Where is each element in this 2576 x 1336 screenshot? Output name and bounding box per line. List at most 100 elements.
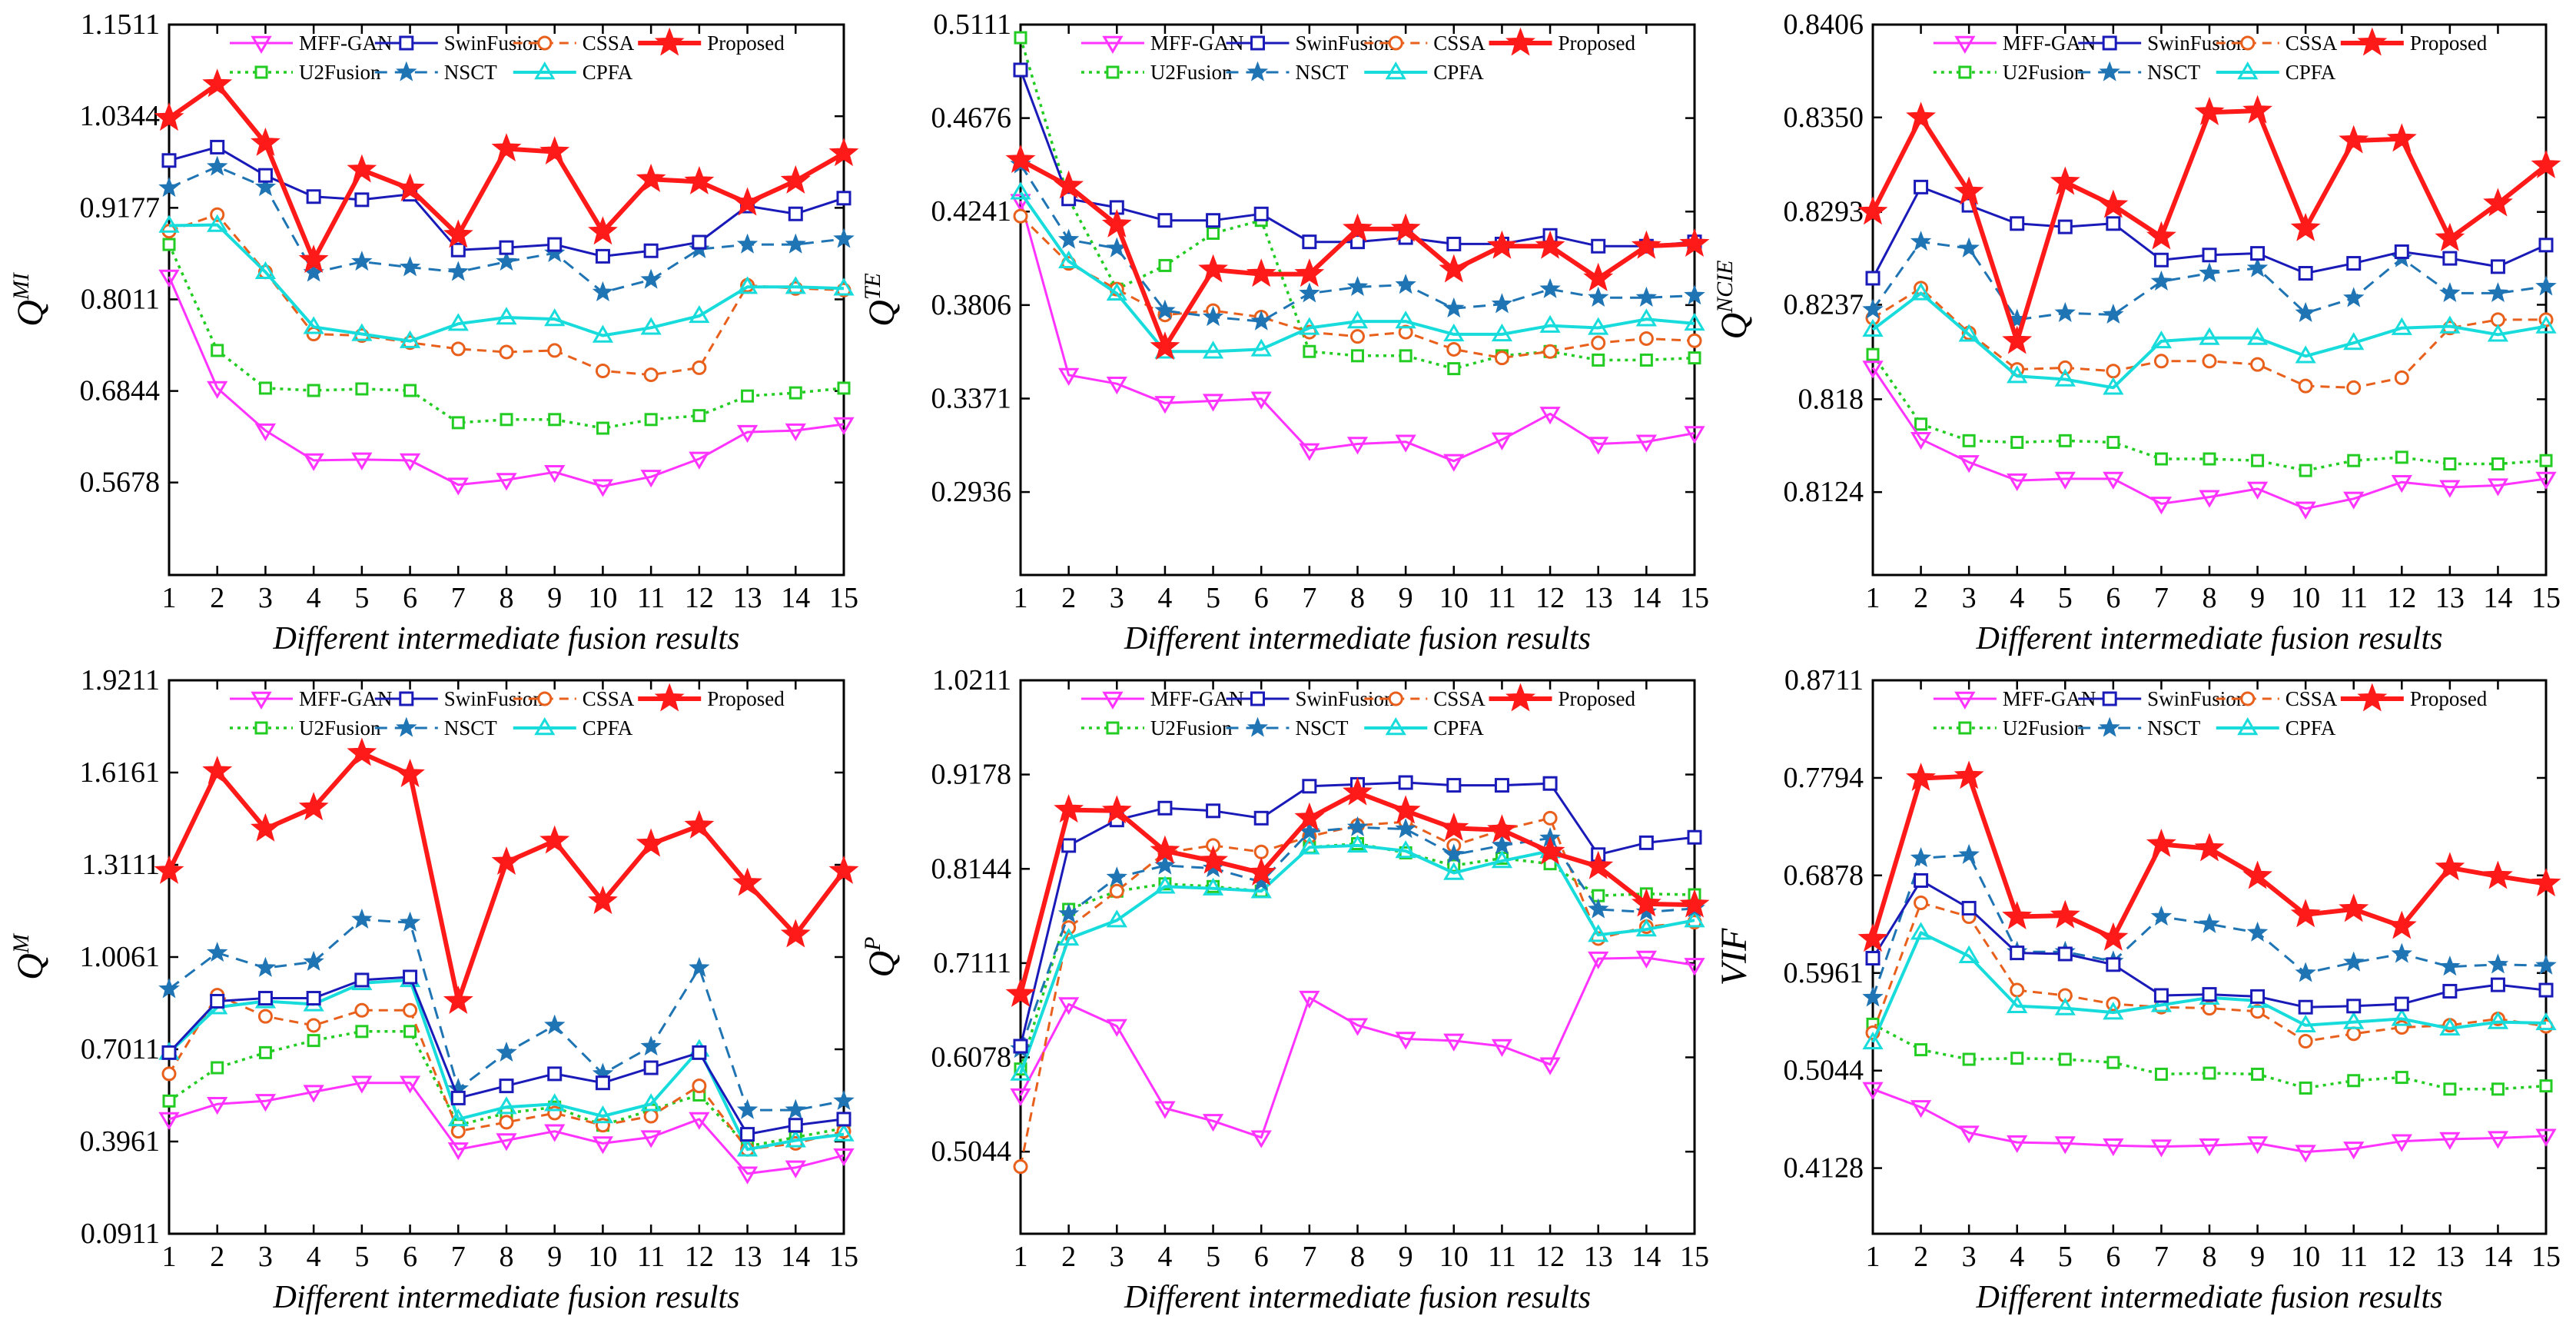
data-point [2050,166,2080,195]
data-point [2395,1071,2408,1085]
data-point [1910,1100,1932,1118]
data-point [354,1002,370,1018]
legend-marker [1505,27,1535,56]
data-point [496,251,517,271]
data-point [1491,850,1513,869]
y-axis-label: QP [860,937,902,978]
x-tick-label: 10 [2291,582,2320,614]
series-line [168,994,845,1151]
data-point [741,389,755,403]
data-point [547,1066,563,1082]
series-line [1019,816,1695,1167]
data-point [2347,454,2361,467]
data-point [2538,982,2554,998]
x-tick-label: 15 [2531,582,2561,614]
data-point [544,308,566,327]
data-point [2539,1079,2553,1093]
y-axis-label: QNCIE [1712,260,1754,339]
data-point [2394,244,2409,259]
data-point [1914,872,1929,888]
x-tick-label: 7 [1302,582,1316,614]
x-tick-label: 14 [781,582,810,614]
data-point [2106,1055,2120,1069]
data-point [2391,317,2412,335]
data-point [1350,234,1365,250]
series-u2fusion [162,238,851,435]
data-point [1005,144,1036,173]
y-tick-label: 1.1511 [81,8,160,41]
series-proposed [154,68,859,273]
data-point [588,886,618,915]
data-point [399,1075,421,1094]
data-point [1539,278,1561,298]
data-point [1443,843,1465,864]
data-point [1106,866,1127,887]
y-axis-label: QTE [860,273,902,327]
x-tick-label: 4 [2010,582,2024,614]
data-point [2202,987,2217,1002]
legend-label: SwinFusion [444,32,544,55]
data-point [2250,246,2266,261]
x-tick-label: 1 [162,582,177,614]
data-point [1638,331,1654,346]
data-point [539,825,570,854]
data-point [1588,951,1609,970]
data-point [2103,377,2124,395]
data-point [2295,301,2316,322]
y-tick-label: 0.5111 [933,8,1011,41]
data-point [2010,946,2025,961]
data-point [2058,434,2072,447]
data-point [1106,909,1127,928]
x-tick-label: 11 [1488,582,1516,614]
x-tick-label: 10 [1439,582,1469,614]
data-point [154,102,184,131]
y-tick-label: 0.3806 [931,289,1012,321]
data-point [736,1098,759,1119]
x-tick-label: 2 [210,582,224,614]
data-point [207,942,228,962]
legend-label: SwinFusion [1295,687,1395,710]
data-point [1958,843,1980,864]
x-tick-label: 2 [1914,1241,1928,1273]
data-point [1487,230,1517,259]
legend-label: CSSA [583,687,635,710]
data-point [1862,318,1884,337]
legend-marker [2237,717,2259,736]
data-point [1439,254,1469,283]
legend-marker [399,35,414,51]
data-point [1491,834,1513,855]
data-point [595,1075,610,1091]
x-tick-label: 5 [1206,582,1220,614]
data-point [2539,454,2553,467]
data-point [2299,464,2312,477]
data-point [2199,327,2220,345]
data-point [2194,96,2225,125]
series-swinfusion [1865,179,2554,286]
x-tick-label: 6 [403,1241,417,1273]
data-point [1684,284,1705,305]
data-point [1684,426,1705,444]
data-point [836,1112,851,1127]
data-point [1684,312,1705,331]
data-point [689,451,710,470]
data-point [689,305,710,324]
data-point [1150,835,1180,864]
data-point [1635,901,1658,922]
plot-frame [168,23,845,577]
data-point [833,417,855,435]
data-point [1958,324,1980,342]
data-point [2007,365,2028,384]
data-point [640,1130,662,1148]
data-point [1446,341,1462,357]
data-point [1250,1130,1272,1148]
data-point [1491,1039,1513,1057]
y-tick-label: 0.3961 [80,1125,161,1158]
data-point [1395,840,1416,859]
data-point [1351,349,1364,363]
y-tick-label: 0.0911 [81,1218,160,1250]
data-point [780,165,811,194]
x-tick-label: 5 [2058,582,2073,614]
data-point [1106,1019,1127,1037]
